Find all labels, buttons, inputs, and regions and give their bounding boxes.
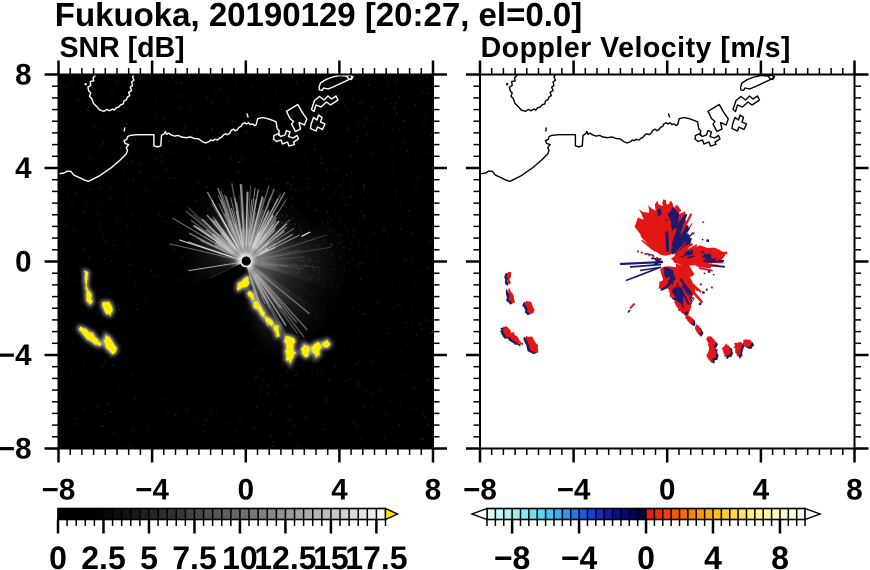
svg-text:−4: −4 [557, 474, 591, 507]
svg-text:5: 5 [140, 540, 158, 570]
svg-text:0: 0 [15, 246, 31, 279]
svg-text:12.5: 12.5 [254, 540, 316, 570]
svg-text:2.5: 2.5 [81, 540, 125, 570]
svg-text:−4: −4 [0, 339, 32, 372]
svg-text:Doppler Velocity [m/s]: Doppler Velocity [m/s] [481, 32, 791, 64]
svg-text:−8: −8 [494, 540, 530, 570]
svg-text:8: 8 [425, 474, 441, 507]
svg-text:−4: −4 [561, 540, 598, 570]
svg-text:15: 15 [313, 540, 349, 570]
svg-text:4: 4 [704, 540, 722, 570]
svg-text:0: 0 [238, 474, 254, 507]
svg-text:4: 4 [331, 474, 348, 507]
svg-text:SNR [dB]: SNR [dB] [60, 32, 185, 64]
svg-text:8: 8 [15, 59, 31, 92]
svg-text:17.5: 17.5 [345, 540, 407, 570]
svg-text:Fukuoka, 20190129 [20:27, el=0: Fukuoka, 20190129 [20:27, el=0.0] [55, 0, 582, 33]
svg-text:4: 4 [753, 474, 770, 507]
svg-text:−8: −8 [42, 474, 76, 507]
svg-text:8: 8 [771, 540, 789, 570]
svg-text:8: 8 [846, 474, 862, 507]
svg-text:0: 0 [637, 540, 655, 570]
svg-text:−4: −4 [135, 474, 169, 507]
svg-text:10: 10 [222, 540, 258, 570]
svg-text:−8: −8 [463, 474, 497, 507]
svg-text:0: 0 [659, 474, 675, 507]
svg-text:−8: −8 [0, 433, 32, 466]
svg-text:4: 4 [15, 152, 32, 185]
svg-text:0: 0 [49, 540, 67, 570]
svg-text:7.5: 7.5 [172, 540, 216, 570]
